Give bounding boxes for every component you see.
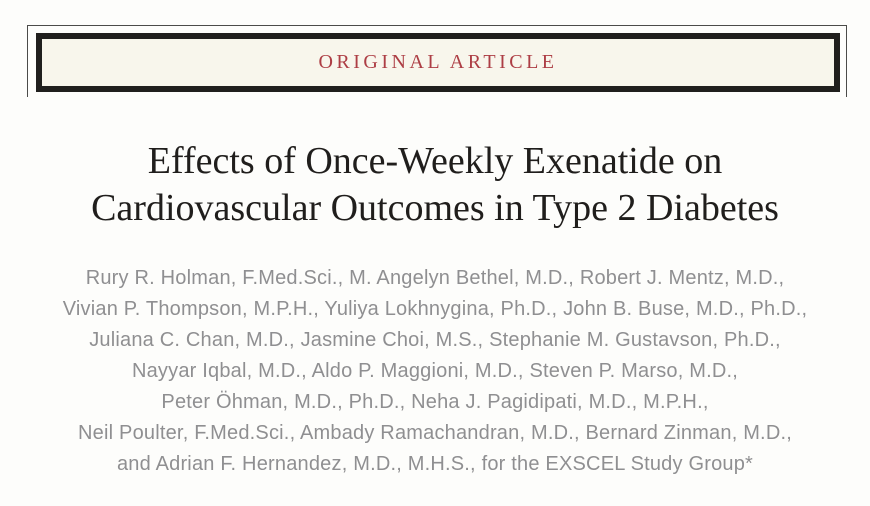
article-title-line-2: Cardiovascular Outcomes in Type 2 Diabet… xyxy=(91,187,779,229)
author-list: Rury R. Holman, F.Med.Sci., M. Angelyn B… xyxy=(0,263,870,480)
author-line: Nayyar Iqbal, M.D., Aldo P. Maggioni, M.… xyxy=(131,360,739,382)
author-line: Peter Öhman, M.D., Ph.D., Neha J. Pagidi… xyxy=(161,391,709,413)
page-border-rule xyxy=(27,25,847,97)
author-line: Vivian P. Thompson, M.P.H., Yuliya Lokhn… xyxy=(62,298,808,320)
author-line: and Adrian F. Hernandez, M.D., M.H.S., f… xyxy=(116,453,754,475)
article-title-line-1: Effects of Once-Weekly Exenatide on xyxy=(147,140,723,182)
article-title: Effects of Once-Weekly Exenatide on Card… xyxy=(0,138,870,232)
author-line: Juliana C. Chan, M.D., Jasmine Choi, M.S… xyxy=(89,329,781,351)
author-line: Rury R. Holman, F.Med.Sci., M. Angelyn B… xyxy=(85,267,785,289)
author-line: Neil Poulter, F.Med.Sci., Ambady Ramacha… xyxy=(78,422,792,444)
original-article-banner: ORIGINAL ARTICLE xyxy=(36,33,840,92)
banner-label: ORIGINAL ARTICLE xyxy=(318,51,558,73)
